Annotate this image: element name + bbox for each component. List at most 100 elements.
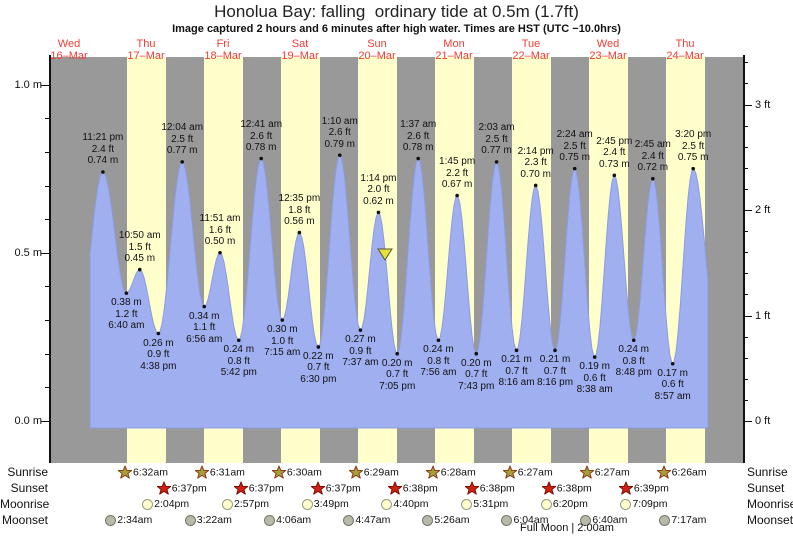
tide-label-line: 12:41 am <box>240 119 283 131</box>
moonrise-entry: 5:31pm <box>461 498 508 510</box>
tide-label-line: 2:45 pm <box>596 135 633 147</box>
tide-label-line: 12:04 am <box>161 122 204 134</box>
tide-label-line: 2.4 ft <box>603 147 626 159</box>
day-label-line: 16–Mar <box>50 50 88 62</box>
tide-extreme-dot <box>395 351 400 356</box>
tide-label-line: 6:56 am <box>186 333 223 345</box>
sunset-star-icon <box>156 481 171 495</box>
moonrise-circle-icon <box>142 498 154 510</box>
tide-label-line: 0.73 m <box>599 158 630 170</box>
tide-label-line: 1:45 pm <box>439 156 476 168</box>
tide-label-line: 0.67 m <box>441 179 473 191</box>
tide-extreme-dot <box>156 331 161 336</box>
tide-label-line: 0.9 ft <box>349 345 372 357</box>
sunset-star-icon <box>464 481 479 495</box>
right-axis-tick <box>743 357 748 359</box>
tide-label-line: 0.7 ft <box>386 369 409 381</box>
tide-low-label: 0.17 m 0.6 ft 8:57 am <box>655 368 691 403</box>
tide-label-line: 1.2 ft <box>115 308 138 320</box>
sunrise-star-icon <box>425 465 440 479</box>
moonrise-circle-icon <box>461 498 473 510</box>
day-label-line: 23–Mar <box>589 50 627 62</box>
moonset-circle-icon <box>580 514 592 526</box>
tide-high-label: 10:50 am 1.5 ft 0.45 m <box>119 230 161 265</box>
tide-extreme-dot <box>631 338 636 343</box>
tide-label-line: 0.74 m <box>87 155 119 167</box>
right-axis-tick <box>743 315 752 317</box>
tide-label-line: 1.1 ft <box>193 322 216 334</box>
tide-label-line: 2.3 ft <box>524 157 547 169</box>
tide-extreme-dot <box>691 166 695 171</box>
sunrise-star-icon <box>271 465 286 479</box>
sunset-entry: 6:37pm <box>156 481 207 495</box>
almanac-row-label-left: Moonrise <box>0 497 50 511</box>
day-label: Wed 16–Mar <box>50 38 87 62</box>
tide-label-line: 3:20 pm <box>675 129 712 141</box>
moonrise-time: 2:04pm <box>154 498 190 510</box>
tide-label-line: 8:48 pm <box>615 367 652 379</box>
moonrise-entry: 2:04pm <box>142 498 189 510</box>
left-axis-tick <box>44 118 50 120</box>
sunrise-star-icon <box>194 465 209 479</box>
tide-label-line: 0.56 m <box>284 216 315 228</box>
tide-label-line: 0.38 m <box>111 297 142 309</box>
sunrise-star-icon <box>117 465 132 479</box>
tide-label-line: 2.6 ft <box>407 130 430 142</box>
moonset-circle-icon <box>184 514 196 526</box>
tide-label-line: 0.21 m <box>501 354 532 366</box>
day-label-line: Mon <box>443 38 465 50</box>
sunset-time: 6:37pm <box>171 482 207 494</box>
moonrise-time: 5:31pm <box>473 498 509 510</box>
tide-label-line: 6:30 pm <box>300 373 337 385</box>
tide-extreme-dot <box>180 160 185 164</box>
tide-high-label: 2:24 am 2.5 ft 0.75 m <box>557 129 593 164</box>
moonrise-time: 4:40pm <box>393 498 429 510</box>
tide-high-label: 2:45 am 2.4 ft 0.72 m <box>635 139 671 174</box>
tide-label-line: 1:37 am <box>400 119 437 131</box>
tide-high-label: 11:51 am 1.6 ft 0.50 m <box>200 213 241 248</box>
day-label: Fri 18–Mar <box>204 38 241 62</box>
tide-label-line: 1.6 ft <box>208 224 232 236</box>
tide-label-line: 0.24 m <box>618 344 650 356</box>
tide-label-line: 12:35 pm <box>278 193 321 205</box>
moonset-time: 6:04am <box>513 514 549 526</box>
y-axis-label-m: 1.0 m <box>14 78 42 91</box>
right-axis-tick <box>743 146 748 148</box>
sunrise-entry: 6:26am <box>656 465 707 479</box>
tide-high-label: 2:14 pm 2.3 ft 0.70 m <box>518 146 554 181</box>
almanac-row-label-left: Moonset <box>1 513 48 527</box>
tide-extreme-dot <box>259 156 263 161</box>
tide-area <box>89 154 709 429</box>
sunset-star-icon <box>156 481 171 495</box>
sunrise-time: 6:29am <box>363 466 399 478</box>
tide-label-line: 0.79 m <box>324 138 356 150</box>
day-label: Thu 17–Mar <box>127 38 164 62</box>
tide-label-line: 6:40 am <box>108 320 145 332</box>
chart-subtitle: Image captured 2 hours and 6 minutes aft… <box>172 23 621 35</box>
almanac-row-label-right: Sunset <box>747 481 785 495</box>
tide-label-line: 7:56 am <box>420 367 457 379</box>
sunset-star-icon <box>541 481 556 495</box>
left-axis-tick <box>40 252 50 254</box>
right-axis-tick <box>743 273 748 275</box>
moonrise-time: 2:57pm <box>233 498 269 510</box>
sunset-time: 6:37pm <box>325 482 361 494</box>
moonset-circle-icon <box>501 514 513 526</box>
moonset-entry: 5:26am <box>422 514 469 526</box>
left-axis-tick <box>44 320 50 321</box>
moonset-circle-icon <box>343 514 355 526</box>
right-axis-tick <box>743 421 752 422</box>
moonset-circle-icon <box>659 514 671 526</box>
tide-extreme-dot <box>592 355 597 359</box>
tide-label-line: 0.9 ft <box>147 349 170 360</box>
tide-extreme-dot <box>218 250 222 255</box>
day-label-line: Wed <box>596 38 620 50</box>
right-axis-tick <box>743 104 752 106</box>
sunrise-time: 6:31am <box>209 466 245 478</box>
tide-label-line: 7:43 pm <box>458 380 495 392</box>
right-axis-tick <box>743 62 748 64</box>
moonset-time: 4:47am <box>355 514 391 526</box>
sunrise-entry: 6:27am <box>579 465 630 479</box>
moonset-time: 4:06am <box>276 514 312 526</box>
